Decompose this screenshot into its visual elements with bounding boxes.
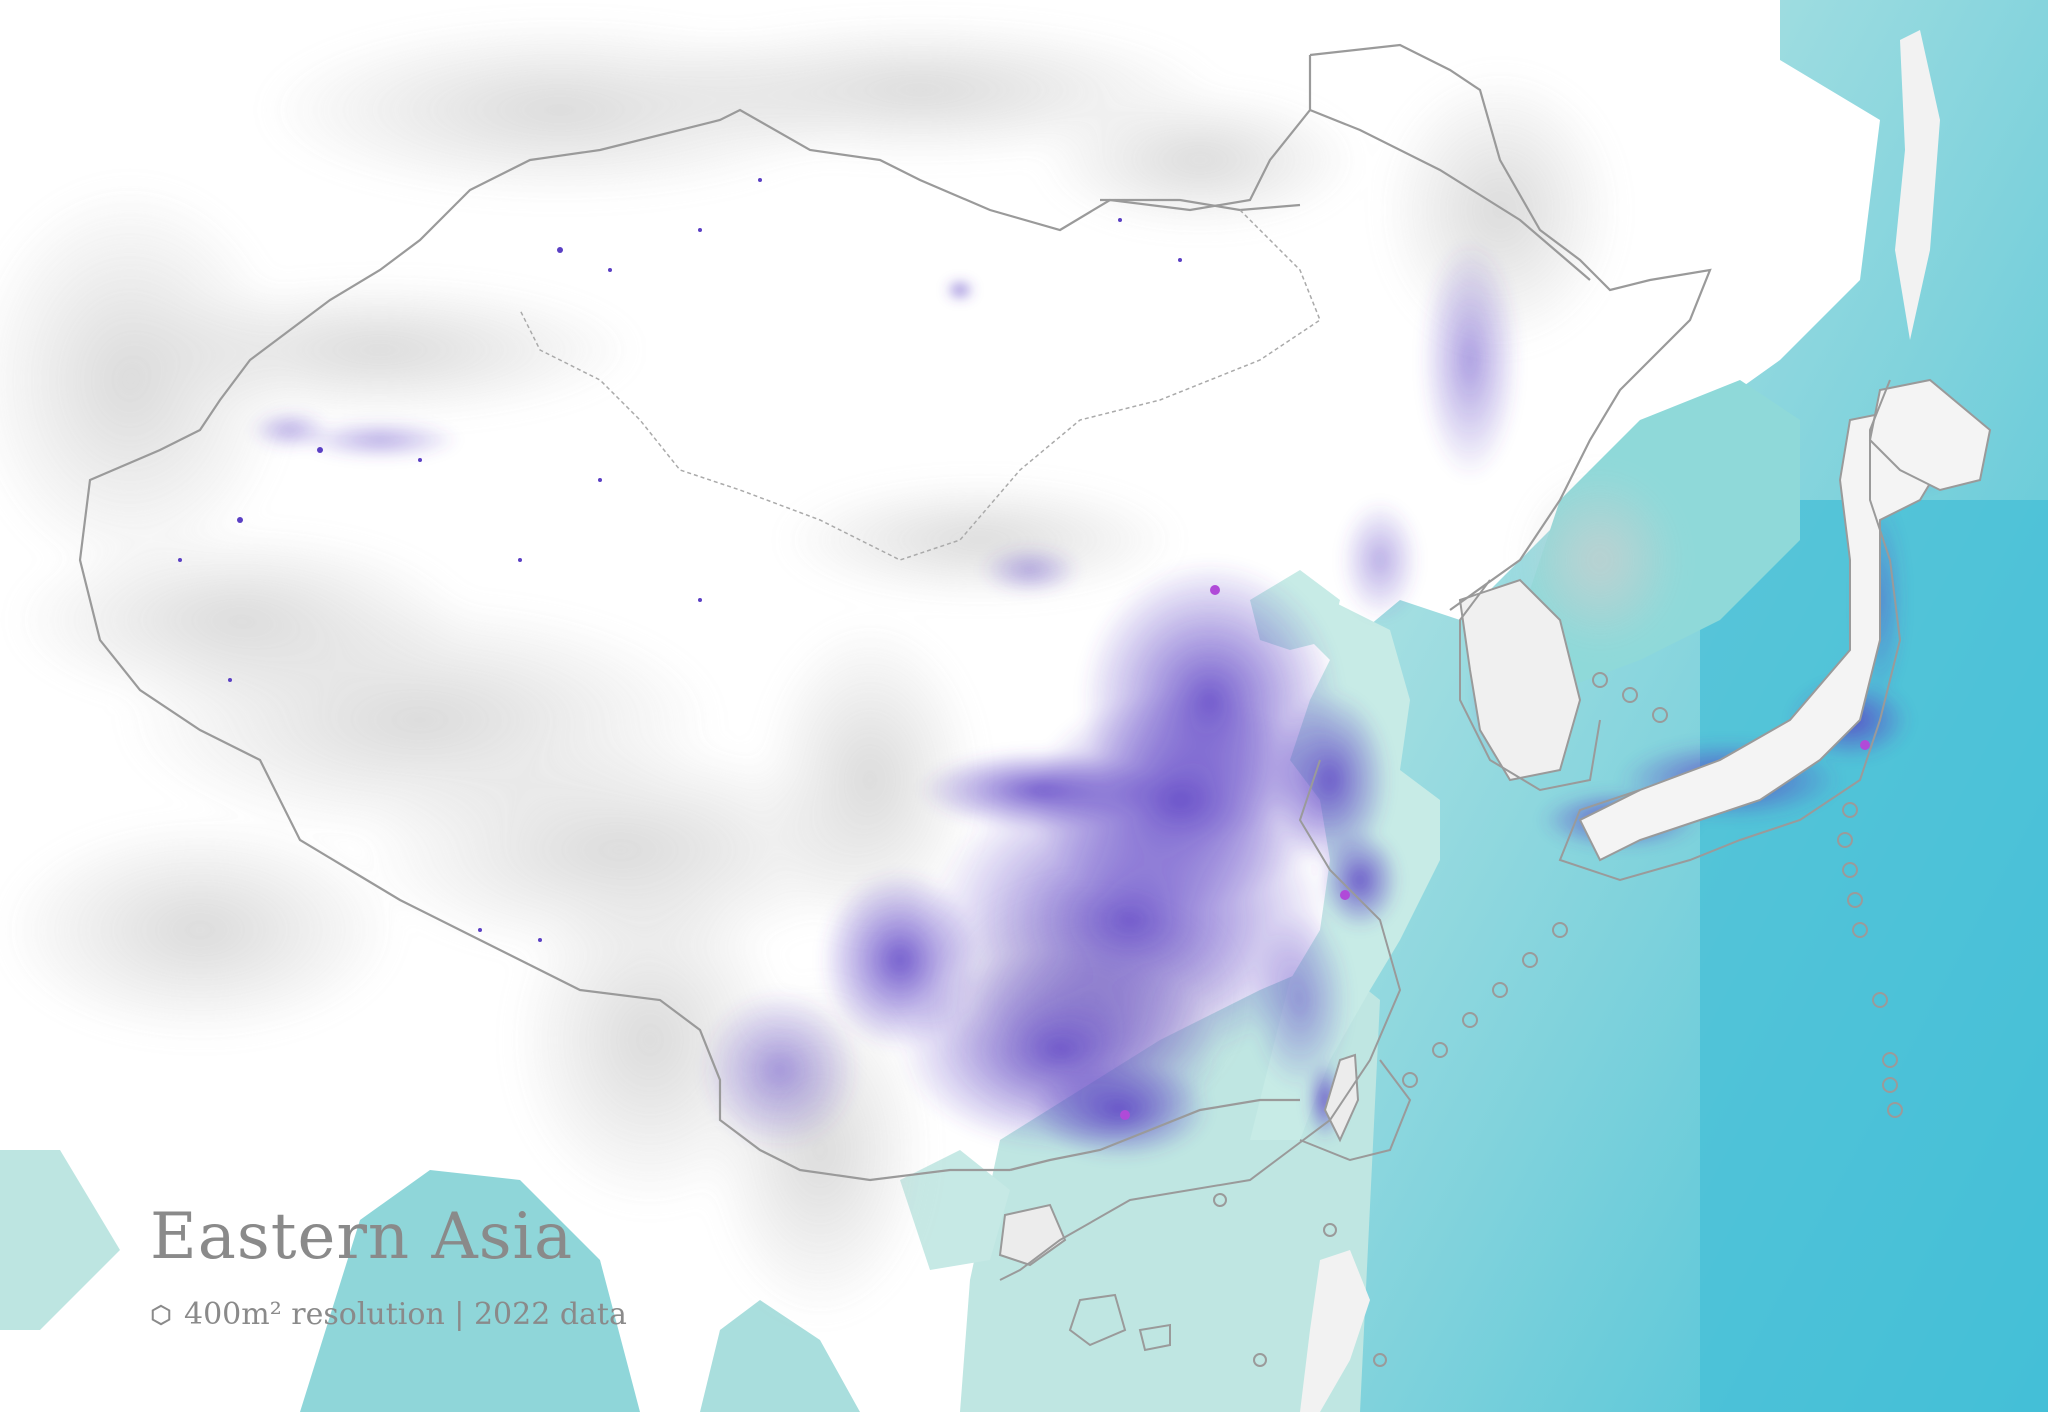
bay-of-bengal-shelf [0, 1150, 120, 1330]
paracel-outline [1068, 1293, 1127, 1347]
map-subtitle-row: 400m² resolution | 2022 data [150, 1297, 627, 1332]
internal-border [519, 209, 1321, 561]
map-subtitle: 400m² resolution | 2022 data [184, 1297, 627, 1332]
country-borders [78, 43, 1712, 1182]
japan-landmass [1578, 408, 1952, 862]
population-density [250, 240, 1960, 1160]
map-title: Eastern Asia [150, 1200, 574, 1274]
hokkaido-landmass [1868, 378, 1992, 492]
hainan-landmass [998, 1203, 1067, 1267]
maritime-boundary [999, 379, 1902, 1281]
sakhalin-landmass [1895, 30, 1940, 340]
taiwan-landmass [1323, 1053, 1360, 1143]
island-chain [1213, 672, 1903, 1367]
andaman-sea [700, 1300, 860, 1412]
spratly-outline [1138, 1323, 1171, 1352]
map-legend: Eastern Asia 400m² resolution | 2022 dat… [150, 1205, 627, 1332]
philippines-landmass [1300, 1250, 1370, 1412]
bay-of-bengal [300, 1170, 640, 1412]
korea-landmass [1458, 578, 1582, 782]
hexagon-icon [151, 1304, 171, 1325]
population-dots [178, 178, 1182, 942]
